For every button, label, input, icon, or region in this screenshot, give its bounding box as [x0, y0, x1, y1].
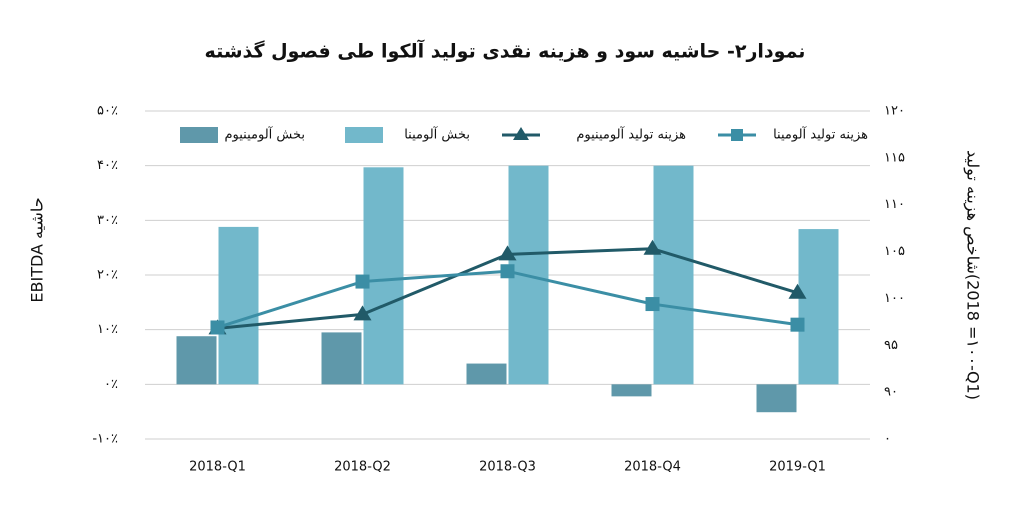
chart-title: نمودار۲- حاشیه سود و هزینه نقدی تولید آل… [205, 39, 806, 63]
legend-marker [731, 129, 743, 141]
y2-tick-label: ۱۲۰ [884, 104, 905, 119]
y2-tick-label: ۱۱۵ [884, 150, 905, 165]
legend-swatch [180, 127, 218, 143]
legend-marker [513, 127, 529, 140]
x-tick-label: 2018-Q1 [189, 460, 246, 475]
point [645, 297, 660, 312]
point [643, 239, 662, 255]
x-tick-label: 2018-Q2 [334, 460, 391, 475]
y-tick-label: ۲۰٪ [97, 268, 118, 283]
y2-tick-label: ۹۰ [884, 385, 898, 400]
y2-axis-title: شاخص هزینه تولید(۱۰۰= 2018-Q1) [963, 150, 983, 400]
line [217, 247, 798, 330]
x-tick-label: 2018-Q3 [479, 460, 536, 475]
bar [798, 229, 839, 385]
bar [756, 384, 797, 413]
y2-tick-label: ۱۰۵ [884, 244, 905, 259]
y-tick-label: ۰٪ [104, 377, 118, 392]
y-tick-label: ۴۰٪ [97, 158, 118, 173]
bar [176, 336, 217, 385]
y2-tick-label: ۱۰۰ [884, 291, 905, 306]
point [498, 245, 517, 261]
y-tick-label: ۱۰٪ [97, 322, 118, 337]
bar [653, 165, 694, 385]
legend-label: بخش آلومینیوم [224, 126, 305, 143]
y2-tick-label: ۹۵ [884, 338, 898, 353]
legend-label: هزینه تولید آلومینا [773, 126, 868, 143]
legend-swatch [345, 127, 383, 143]
bar [466, 363, 507, 385]
y2-tick-label: ۱۱۰ [884, 197, 905, 212]
y-axis-title: EBITDA حاشیه [28, 197, 47, 302]
y2-tick-label: ۰ [884, 432, 891, 447]
y-tick-label: ۵۰٪ [97, 104, 118, 119]
bar [218, 226, 259, 385]
legend-label: هزینه تولید آلومینیوم [576, 126, 686, 143]
point [355, 274, 370, 289]
point [353, 305, 372, 321]
point [210, 320, 225, 335]
bar [321, 332, 362, 385]
legend-label: بخش آلومینا [404, 126, 470, 143]
y-tick-label: ۳۰٪ [97, 213, 118, 228]
bar [363, 167, 404, 385]
x-tick-label: 2018-Q4 [624, 460, 681, 475]
point [500, 264, 515, 279]
x-tick-label: 2019-Q1 [769, 460, 826, 475]
point [790, 317, 805, 332]
y-tick-label: -۱۰٪ [92, 432, 118, 447]
bar [611, 384, 652, 397]
point [788, 283, 807, 299]
